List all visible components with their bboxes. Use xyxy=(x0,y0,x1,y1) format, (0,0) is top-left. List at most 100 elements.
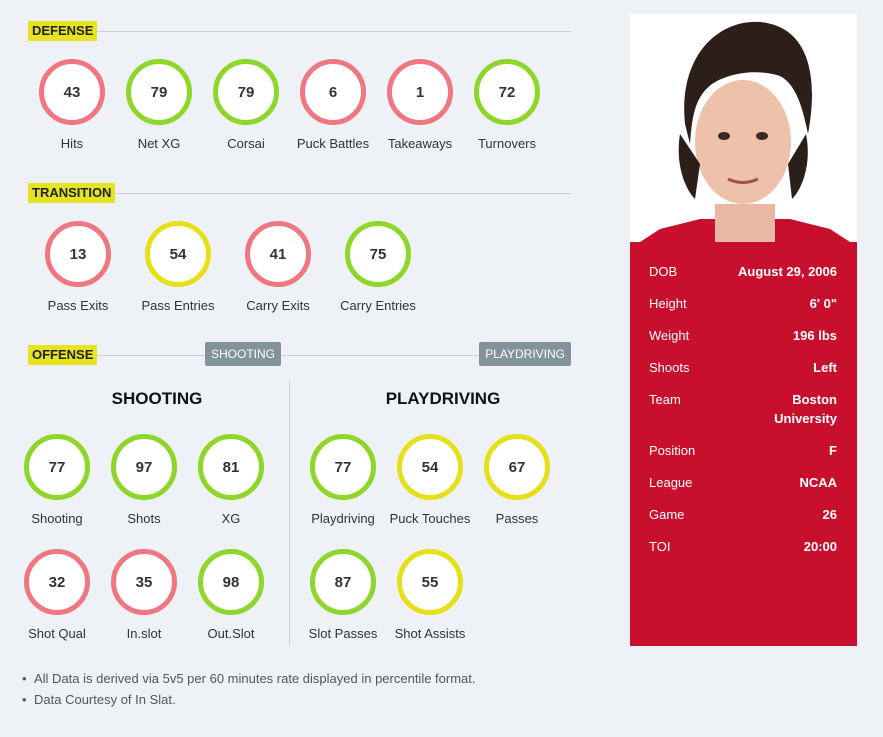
stat-turnovers: 72 Turnovers xyxy=(462,59,552,151)
stat-pass-exits: 13 Pass Exits xyxy=(33,221,123,313)
info-key: Weight xyxy=(649,328,690,343)
player-info: DOB August 29, 2006 Height 6' 0" Weight 196 l… xyxy=(630,242,857,646)
stat-net-xg: 79 Net XG xyxy=(114,59,204,151)
stat-value-ring: 97 xyxy=(111,434,177,500)
info-row-shoots: Shoots Left xyxy=(649,358,837,377)
stat-shot-qual: 32 Shot Qual xyxy=(12,549,102,641)
stat-label: Slot Passes xyxy=(308,626,378,641)
stat-xg: 81 XG xyxy=(186,434,276,526)
stat-value-ring: 13 xyxy=(45,221,111,287)
transition-tag: TRANSITION xyxy=(28,183,116,203)
stat-slot-passes: 87 Slot Passes xyxy=(298,549,388,641)
stat-label: In.slot xyxy=(126,626,162,641)
stat-out-slot: 98 Out.Slot xyxy=(186,549,276,641)
stat-value-ring: 72 xyxy=(474,59,540,125)
column-divider xyxy=(289,380,290,645)
stat-puck-battles: 6 Puck Battles xyxy=(288,59,378,151)
stat-carry-entries: 75 Carry Entries xyxy=(333,221,423,313)
stat-label: Puck Touches xyxy=(389,511,471,526)
info-value: 196 lbs xyxy=(792,328,837,343)
playdriving-title: PLAYDRIVING xyxy=(385,389,501,408)
info-row-league: League NCAA xyxy=(649,473,837,492)
stat-value-ring: 79 xyxy=(126,59,192,125)
shooting-pill-button[interactable]: SHOOTING xyxy=(205,342,282,366)
stat-value-ring: 54 xyxy=(397,434,463,500)
stat-label: Shooting xyxy=(31,511,83,526)
stat-value-ring: 87 xyxy=(310,549,376,615)
stat-label: XG xyxy=(221,511,241,526)
stat-takeaways: 1 Takeaways xyxy=(375,59,465,151)
playdriving-pill-button[interactable]: PLAYDRIVING xyxy=(479,342,571,366)
stat-value-ring: 35 xyxy=(111,549,177,615)
stat-label: Carry Entries xyxy=(340,298,416,313)
info-key: Height xyxy=(649,296,687,311)
stat-value-ring: 75 xyxy=(345,221,411,287)
stat-value-ring: 98 xyxy=(198,549,264,615)
shooting-title: SHOOTING xyxy=(111,389,203,408)
stat-label: Pass Exits xyxy=(47,298,109,313)
stat-label: Net XG xyxy=(137,136,181,151)
offense-tag: OFFENSE xyxy=(28,345,98,365)
stat-value-ring: 41 xyxy=(245,221,311,287)
stat-label: Passes xyxy=(495,511,539,526)
stat-carry-exits: 41 Carry Exits xyxy=(233,221,323,313)
player-photo xyxy=(630,14,857,242)
info-row-toi: TOI 20:00 xyxy=(649,537,837,556)
stat-value-ring: 32 xyxy=(24,549,90,615)
info-row-game: Game 26 xyxy=(649,505,837,524)
info-row-position: Position F xyxy=(649,441,837,460)
stat-label: Out.Slot xyxy=(207,626,255,641)
info-key: Shoots xyxy=(649,360,690,375)
info-key: Team xyxy=(649,392,681,407)
defense-tag: DEFENSE xyxy=(28,21,98,41)
stat-shooting: 77 Shooting xyxy=(12,434,102,526)
stat-value-ring: 79 xyxy=(213,59,279,125)
stat-pass-entries: 54 Pass Entries xyxy=(133,221,223,313)
stat-label: Playdriving xyxy=(311,511,375,526)
stat-value-ring: 77 xyxy=(24,434,90,500)
stat-value-ring: 67 xyxy=(484,434,550,500)
stat-value-ring: 55 xyxy=(397,549,463,615)
stat-playdriving: 77 Playdriving xyxy=(298,434,388,526)
stat-label: Shots xyxy=(127,511,161,526)
stat-label: Carry Exits xyxy=(246,298,310,313)
divider-line xyxy=(28,31,571,32)
player-card: DOB August 29, 2006 Height 6' 0" Weight 196 l… xyxy=(630,14,857,646)
info-row-weight: Weight 196 lbs xyxy=(649,326,837,345)
stat-shots: 97 Shots xyxy=(99,434,189,526)
info-key: Position xyxy=(649,443,696,458)
info-key: Game xyxy=(649,507,685,522)
info-row-height: Height 6' 0" xyxy=(649,294,837,313)
stat-label: Takeaways xyxy=(387,136,453,151)
divider-line xyxy=(28,193,571,194)
info-value: Boston University xyxy=(774,392,837,426)
footnote: All Data is derived via 5v5 per 60 minut… xyxy=(22,668,476,689)
stat-value-ring: 77 xyxy=(310,434,376,500)
stat-corsai: 79 Corsai xyxy=(201,59,291,151)
stat-hits: 43 Hits xyxy=(27,59,117,151)
info-key: DOB xyxy=(649,264,678,279)
stat-passes: 67 Passes xyxy=(472,434,562,526)
stat-value-ring: 6 xyxy=(300,59,366,125)
stat-value-ring: 81 xyxy=(198,434,264,500)
stat-value-ring: 54 xyxy=(145,221,211,287)
info-value: Left xyxy=(813,360,837,375)
info-row-team: Team Boston University xyxy=(649,390,837,428)
info-key: League xyxy=(649,475,693,490)
footnotes: All Data is derived via 5v5 per 60 minut… xyxy=(22,668,476,710)
defense-header: DEFENSE xyxy=(28,21,571,41)
stat-puck-touches: 54 Puck Touches xyxy=(385,434,475,526)
stat-label: Shot Qual xyxy=(28,626,86,641)
divider-line xyxy=(28,355,571,356)
player-headshot-image xyxy=(630,14,857,242)
info-value: F xyxy=(829,443,837,458)
info-value: August 29, 2006 xyxy=(738,264,837,279)
stat-label: Hits xyxy=(60,136,84,151)
info-key: TOI xyxy=(649,539,671,554)
stat-label: Pass Entries xyxy=(141,298,215,313)
info-value: 6' 0" xyxy=(809,296,837,311)
info-value: NCAA xyxy=(799,475,837,490)
info-row-dob: DOB August 29, 2006 xyxy=(649,262,837,281)
stat-value-ring: 1 xyxy=(387,59,453,125)
stat-label: Turnovers xyxy=(477,136,537,151)
